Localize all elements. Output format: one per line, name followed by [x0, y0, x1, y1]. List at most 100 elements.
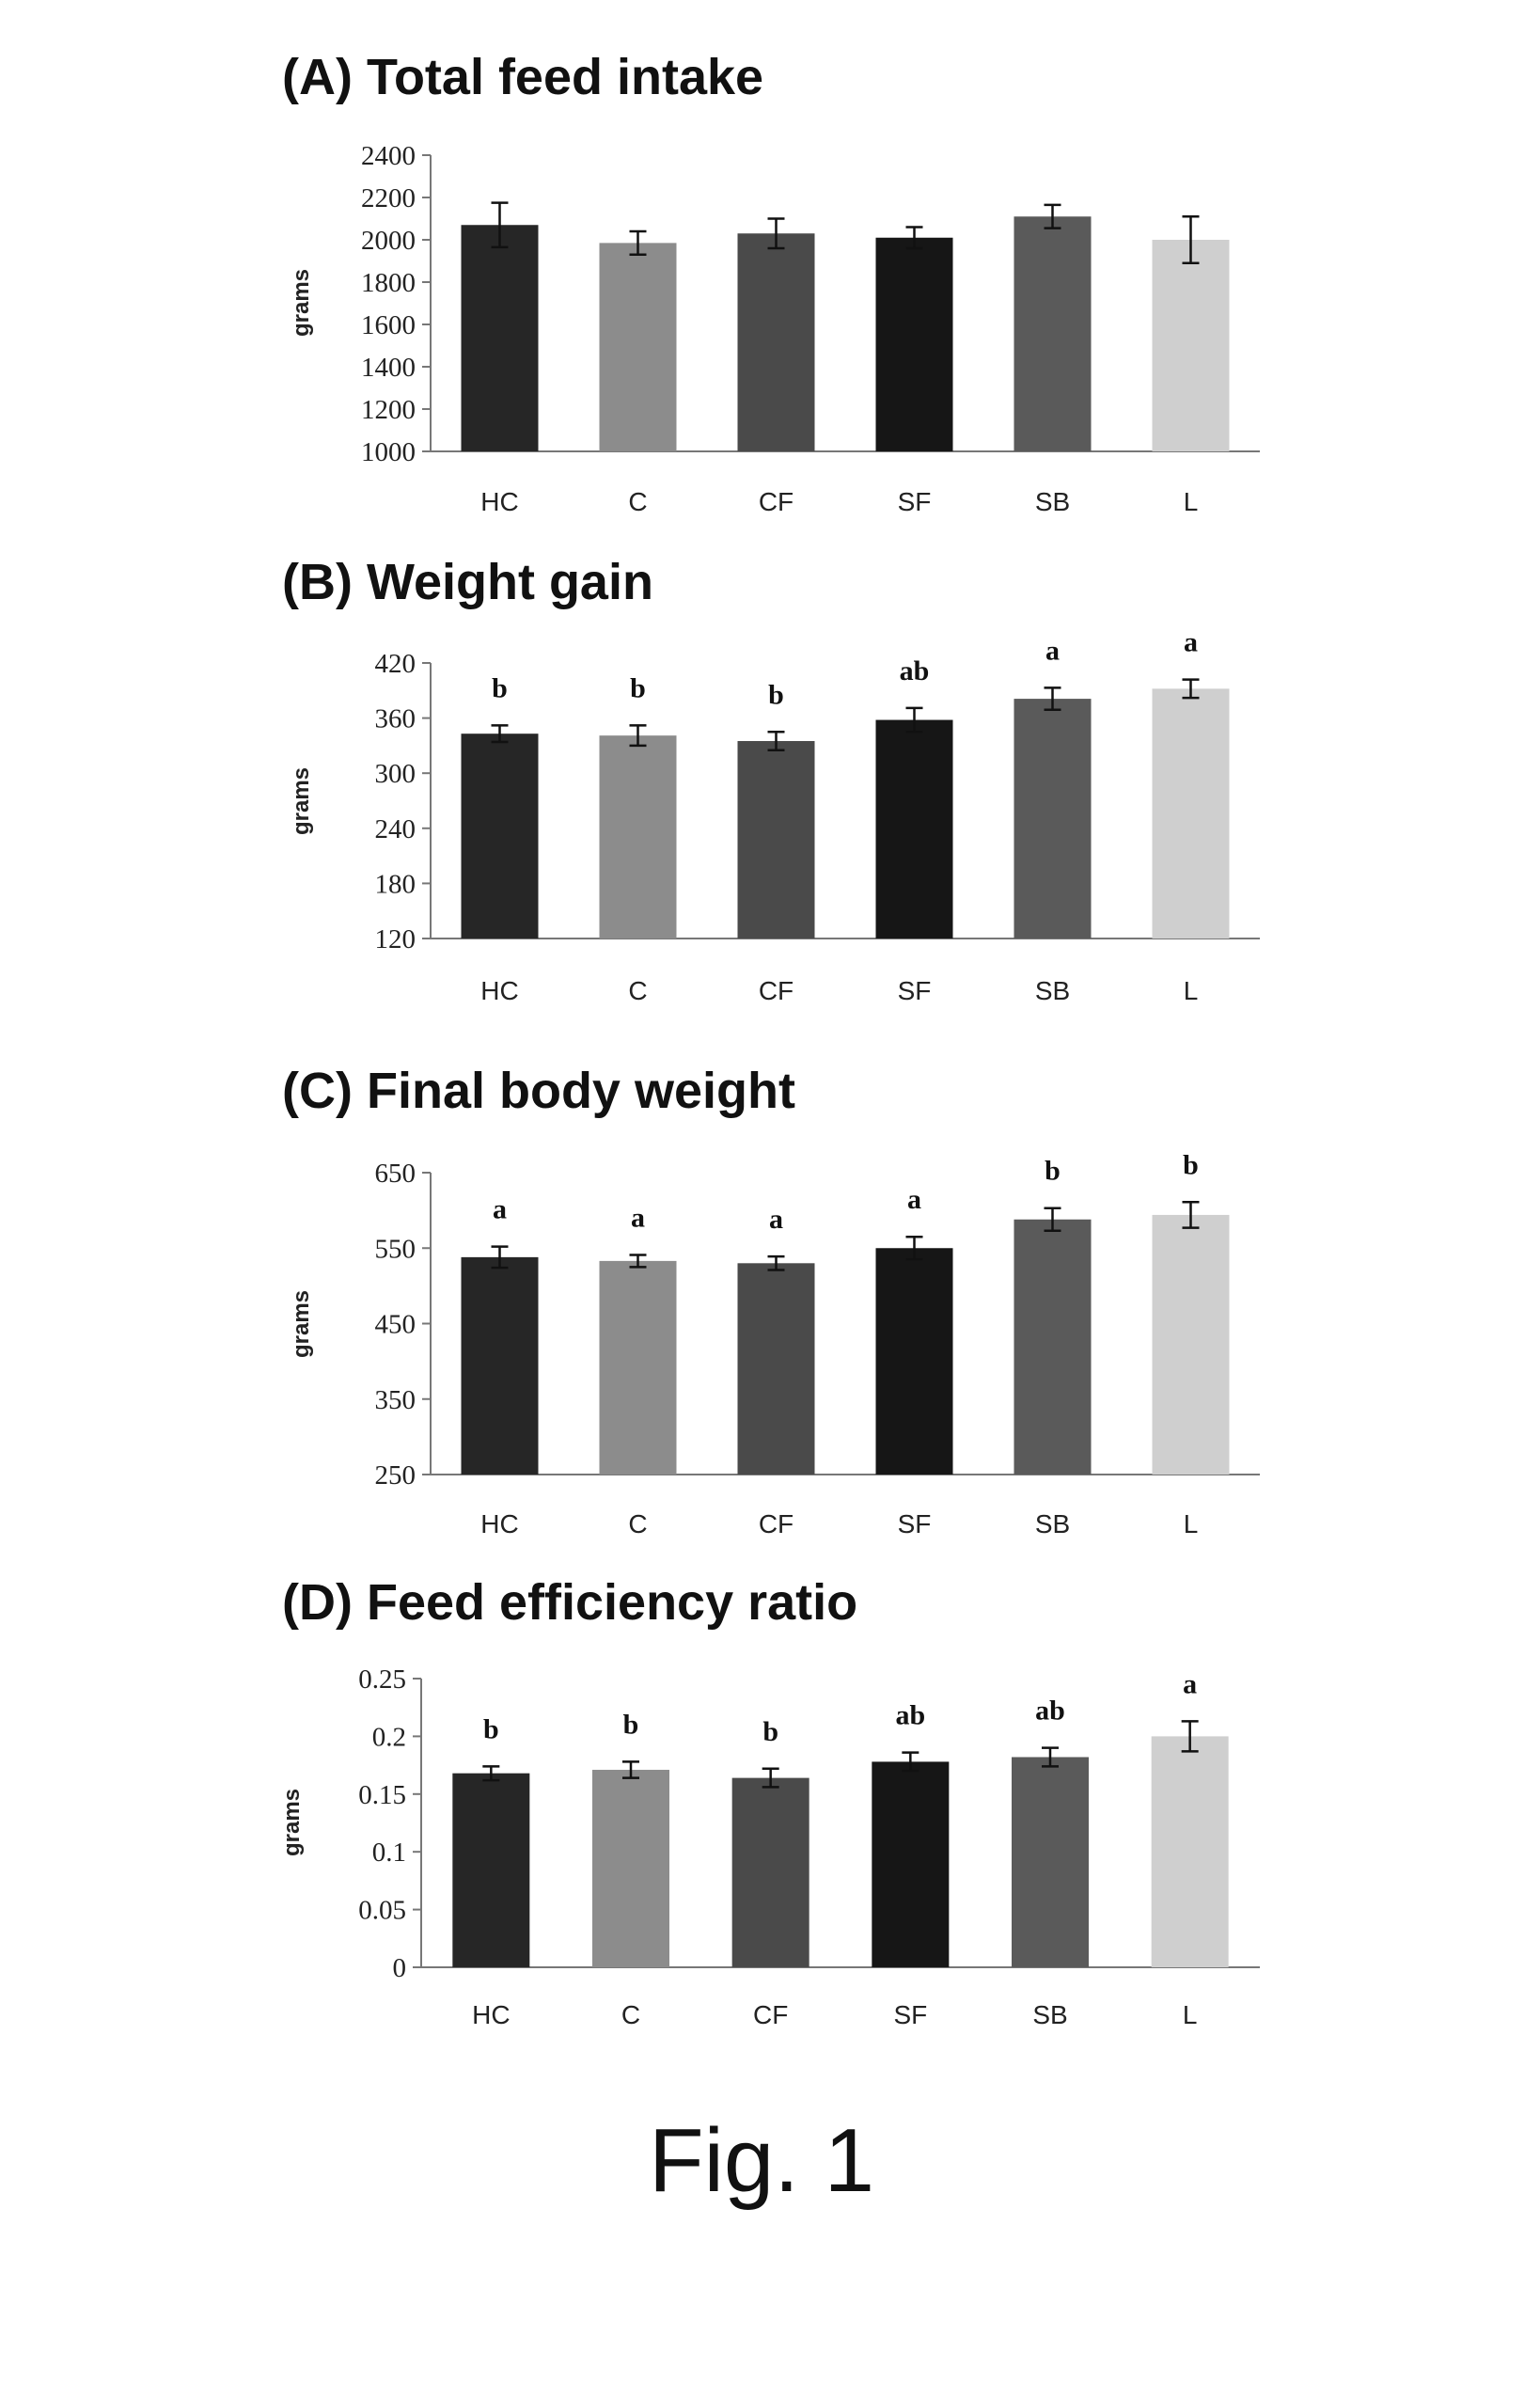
- bar-sb: [1014, 1220, 1092, 1475]
- x-tick-label: SF: [898, 487, 932, 516]
- significance-label: a: [769, 1204, 783, 1235]
- y-tick-label: 0.1: [372, 1838, 406, 1868]
- significance-label: b: [483, 1713, 499, 1744]
- y-tick-label: 1800: [361, 268, 416, 298]
- bar-c: [600, 735, 677, 939]
- y-tick-label: 240: [375, 814, 416, 844]
- bar-l: [1153, 688, 1230, 939]
- x-tick-label: C: [628, 976, 647, 1005]
- x-tick-label: SF: [898, 976, 932, 1005]
- y-tick-label: 0.05: [358, 1896, 406, 1926]
- x-tick-label: CF: [759, 976, 794, 1005]
- bar-cf: [738, 233, 815, 451]
- x-tick-label: C: [628, 487, 647, 516]
- bar-sb: [1014, 216, 1092, 451]
- y-tick-label: 0.2: [372, 1722, 406, 1752]
- panel-title: (A) Total feed intake: [282, 49, 763, 105]
- x-tick-label: HC: [480, 487, 518, 516]
- y-tick-label: 300: [375, 759, 416, 789]
- bar-hc: [462, 734, 539, 939]
- significance-label: b: [768, 679, 784, 710]
- y-tick-label: 2000: [361, 226, 416, 256]
- significance-label: b: [1183, 1149, 1199, 1180]
- x-tick-label: CF: [753, 2000, 788, 2029]
- bar-hc: [452, 1774, 529, 1967]
- x-tick-label: C: [621, 2000, 640, 2029]
- bar-l: [1153, 240, 1230, 451]
- bar-c: [592, 1770, 669, 1967]
- x-tick-label: SB: [1035, 1509, 1070, 1538]
- x-tick-label: SF: [893, 2000, 927, 2029]
- y-tick-label: 1600: [361, 310, 416, 340]
- bar-sb: [1014, 699, 1092, 939]
- x-tick-label: HC: [472, 2000, 510, 2029]
- y-axis-label: grams: [289, 269, 314, 337]
- significance-label: a: [1183, 1668, 1197, 1699]
- x-tick-label: CF: [759, 1509, 794, 1538]
- y-tick-label: 350: [375, 1385, 416, 1415]
- significance-label: a: [1045, 635, 1060, 666]
- x-tick-label: CF: [759, 487, 794, 516]
- x-tick-label: L: [1184, 1509, 1199, 1538]
- bar-sf: [876, 238, 953, 451]
- bar-sb: [1012, 1758, 1089, 1967]
- significance-label: b: [630, 672, 646, 703]
- bar-sf: [872, 1761, 949, 1967]
- x-tick-label: HC: [480, 976, 518, 1005]
- significance-label: b: [762, 1716, 778, 1747]
- y-tick-label: 360: [375, 704, 416, 734]
- x-tick-label: L: [1184, 976, 1199, 1005]
- significance-label: b: [623, 1709, 639, 1740]
- x-tick-label: SB: [1035, 487, 1070, 516]
- bar-sf: [876, 720, 953, 939]
- y-tick-label: 180: [375, 869, 416, 899]
- y-tick-label: 1000: [361, 437, 416, 467]
- panel-title: (D) Feed efficiency ratio: [282, 1574, 857, 1631]
- x-tick-label: SB: [1035, 976, 1070, 1005]
- y-tick-label: 0.25: [358, 1664, 406, 1695]
- significance-label: ab: [1035, 1696, 1065, 1727]
- bar-l: [1152, 1736, 1229, 1967]
- significance-label: a: [907, 1184, 921, 1215]
- panel-title: (B) Weight gain: [282, 554, 653, 610]
- y-axis-label: grams: [289, 767, 314, 835]
- x-tick-label: HC: [480, 1509, 518, 1538]
- y-tick-label: 550: [375, 1234, 416, 1264]
- significance-label: ab: [895, 1700, 925, 1731]
- y-tick-label: 1200: [361, 395, 416, 425]
- significance-label: a: [493, 1194, 507, 1225]
- y-tick-label: 120: [375, 924, 416, 954]
- y-tick-label: 0.15: [358, 1780, 406, 1810]
- significance-label: a: [1184, 627, 1198, 658]
- y-tick-label: 2400: [361, 141, 416, 171]
- y-tick-label: 2200: [361, 183, 416, 213]
- x-tick-label: SB: [1032, 2000, 1067, 2029]
- significance-label: ab: [900, 655, 930, 686]
- bar-hc: [462, 1257, 539, 1475]
- x-tick-label: SF: [898, 1509, 932, 1538]
- bar-c: [600, 243, 677, 451]
- significance-label: b: [1045, 1156, 1061, 1187]
- bar-c: [600, 1261, 677, 1475]
- figure-canvas: (A) Total feed intake grams 1000 1200 1400 16…: [0, 0, 1540, 2382]
- bar-l: [1153, 1215, 1230, 1475]
- significance-label: b: [492, 672, 508, 703]
- significance-label: a: [631, 1202, 645, 1233]
- bar-cf: [738, 741, 815, 939]
- y-tick-label: 250: [375, 1460, 416, 1491]
- y-tick-label: 1400: [361, 353, 416, 383]
- bar-cf: [732, 1778, 809, 1967]
- bar-hc: [462, 225, 539, 451]
- y-tick-label: 650: [375, 1159, 416, 1189]
- panel-title: (C) Final body weight: [282, 1063, 795, 1119]
- bar-cf: [738, 1263, 815, 1475]
- y-axis-label: grams: [279, 1789, 305, 1856]
- bar-sf: [876, 1248, 953, 1475]
- y-tick-label: 420: [375, 649, 416, 679]
- figure-caption: Fig. 1: [649, 2110, 874, 2211]
- x-tick-label: L: [1183, 2000, 1198, 2029]
- x-tick-label: C: [628, 1509, 647, 1538]
- y-axis-label: grams: [289, 1290, 314, 1358]
- x-tick-label: L: [1184, 487, 1199, 516]
- y-tick-label: 450: [375, 1310, 416, 1340]
